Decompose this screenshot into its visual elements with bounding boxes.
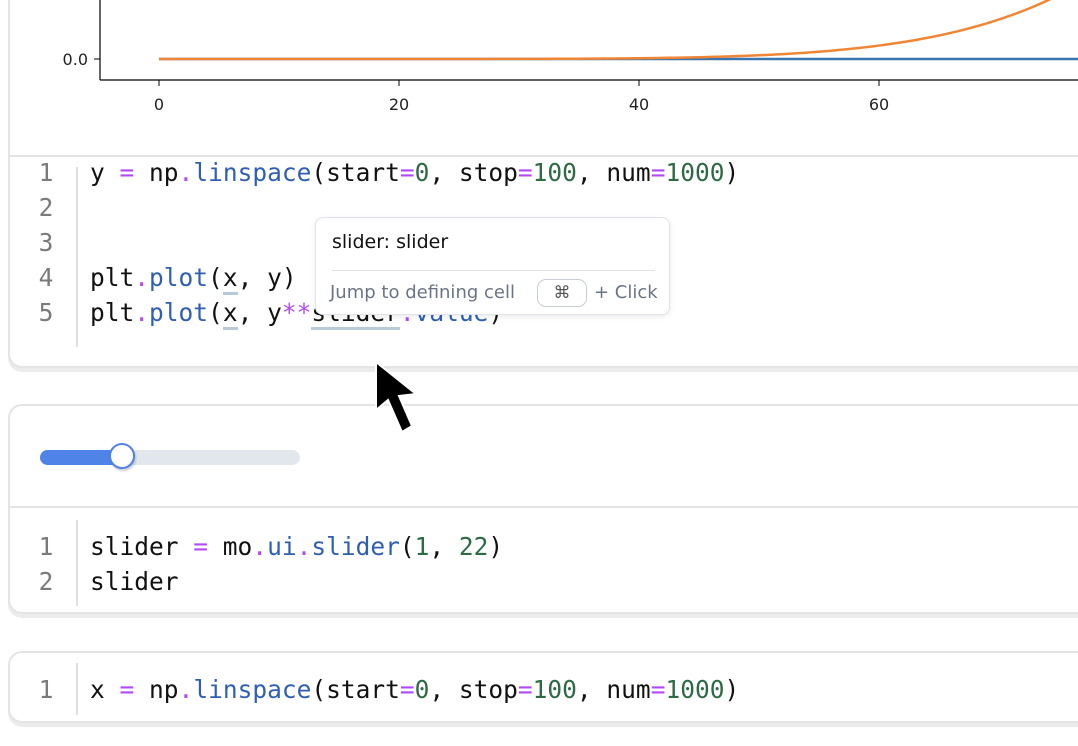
code-text: x = np.linspace(start=0, stop=100, num=1…: [90, 672, 739, 707]
code-token: 1000: [665, 675, 725, 704]
code-token: mo: [222, 532, 253, 561]
code-token: =: [399, 675, 415, 704]
code-token: (: [399, 532, 415, 561]
code-token: ): [724, 158, 740, 187]
code-token: , num: [576, 675, 651, 704]
code-token: y: [90, 158, 105, 187]
code-token: .: [296, 532, 312, 561]
code-text: y = np.linspace(start=0, stop=100, num=1…: [90, 155, 739, 190]
code-token: 0: [414, 675, 430, 704]
code-token: .: [178, 675, 194, 704]
line-number: 1: [38, 158, 54, 187]
variable-reference[interactable]: x: [222, 263, 238, 295]
code-token: np: [149, 158, 179, 187]
x-tick-label: 20: [389, 95, 409, 114]
code-token: (: [208, 298, 223, 327]
slider-fill: [40, 450, 123, 465]
code-token: , num: [576, 158, 651, 187]
x-tick-label: 60: [869, 95, 889, 114]
code-token: 0: [414, 158, 430, 187]
command-key-icon: ⌘: [537, 279, 587, 307]
tooltip-title: slider: slider: [332, 231, 449, 253]
slider[interactable]: [40, 443, 300, 469]
code-token: =: [517, 675, 533, 704]
code-token: 22: [458, 532, 489, 561]
line-number: 3: [38, 228, 54, 257]
code-token: linspace: [193, 675, 312, 704]
code-token: , stop: [429, 158, 518, 187]
code-token: .: [178, 158, 194, 187]
code-token: 100: [532, 158, 577, 187]
code-token: , stop: [429, 675, 518, 704]
tooltip-divider: [332, 270, 655, 271]
slider-thumb[interactable]: [109, 443, 136, 469]
hover-tooltip: slider: slider Jump to defining cell ⌘ +…: [315, 217, 670, 315]
code-token: (: [208, 263, 223, 292]
series-line-y-pow-slider: [159, 0, 1052, 61]
code-token: =: [104, 158, 150, 187]
line-number: 5: [38, 298, 54, 327]
slider-output: [10, 406, 1078, 508]
code-token: plt: [90, 298, 135, 327]
line-number: 2: [38, 193, 54, 222]
code-text: slider: [90, 564, 179, 599]
y-tick-label: 0.0: [63, 50, 88, 69]
x-tick-label: 0: [154, 95, 164, 114]
gutter-divider: [76, 167, 78, 347]
code-token: 100: [532, 675, 577, 704]
gutter-divider: [76, 663, 78, 715]
code-token: **: [281, 298, 312, 327]
code-token: plt: [90, 263, 135, 292]
code-token: slider: [90, 567, 179, 596]
code-editor[interactable]: 1 slider = mo.ui.slider(1, 22) 2 slider: [10, 508, 1078, 608]
code-text: plt.plot(x, y): [90, 260, 297, 295]
tooltip-hint: Jump to defining cell: [330, 282, 515, 303]
code-token: slider: [311, 532, 400, 561]
code-token: ,: [429, 532, 459, 561]
code-token: =: [517, 158, 533, 187]
code-token: ): [724, 675, 740, 704]
code-token: .: [252, 532, 268, 561]
gutter-divider: [76, 520, 78, 606]
plot-output: 0 20 40 60 0.0: [10, 0, 1078, 157]
code-token: plot: [149, 298, 209, 327]
code-token: linspace: [193, 158, 312, 187]
code-token: =: [399, 158, 415, 187]
code-token: , y): [237, 263, 297, 292]
line-number: 1: [38, 675, 54, 704]
code-token: .: [134, 298, 150, 327]
tooltip-click-label: + Click: [594, 282, 658, 303]
line-chart: 0 20 40 60 0.0: [63, 0, 1078, 114]
code-text: slider = mo.ui.slider(1, 22): [90, 529, 503, 564]
code-token: 1: [414, 532, 430, 561]
code-token: ui: [267, 532, 297, 561]
code-token: plot: [149, 263, 209, 292]
code-token: =: [104, 675, 150, 704]
code-token: x: [90, 675, 105, 704]
variable-reference[interactable]: x: [222, 298, 238, 330]
code-token: (start: [311, 675, 400, 704]
code-token: =: [650, 158, 666, 187]
x-tick-label: 40: [629, 95, 649, 114]
mouse-pointer-icon: [375, 359, 419, 434]
code-token: (start: [311, 158, 400, 187]
code-token: slider: [90, 532, 179, 561]
code-token: np: [149, 675, 179, 704]
code-token: , y: [237, 298, 282, 327]
code-token: =: [178, 532, 223, 561]
line-number: 1: [38, 532, 54, 561]
code-token: 1000: [665, 158, 725, 187]
slider-cell[interactable]: 1 slider = mo.ui.slider(1, 22) 2 slider: [8, 404, 1078, 614]
code-token: ): [488, 532, 504, 561]
code-token: =: [650, 675, 666, 704]
code-token: .: [134, 263, 150, 292]
line-number: 2: [38, 567, 54, 596]
line-number: 4: [38, 263, 54, 292]
